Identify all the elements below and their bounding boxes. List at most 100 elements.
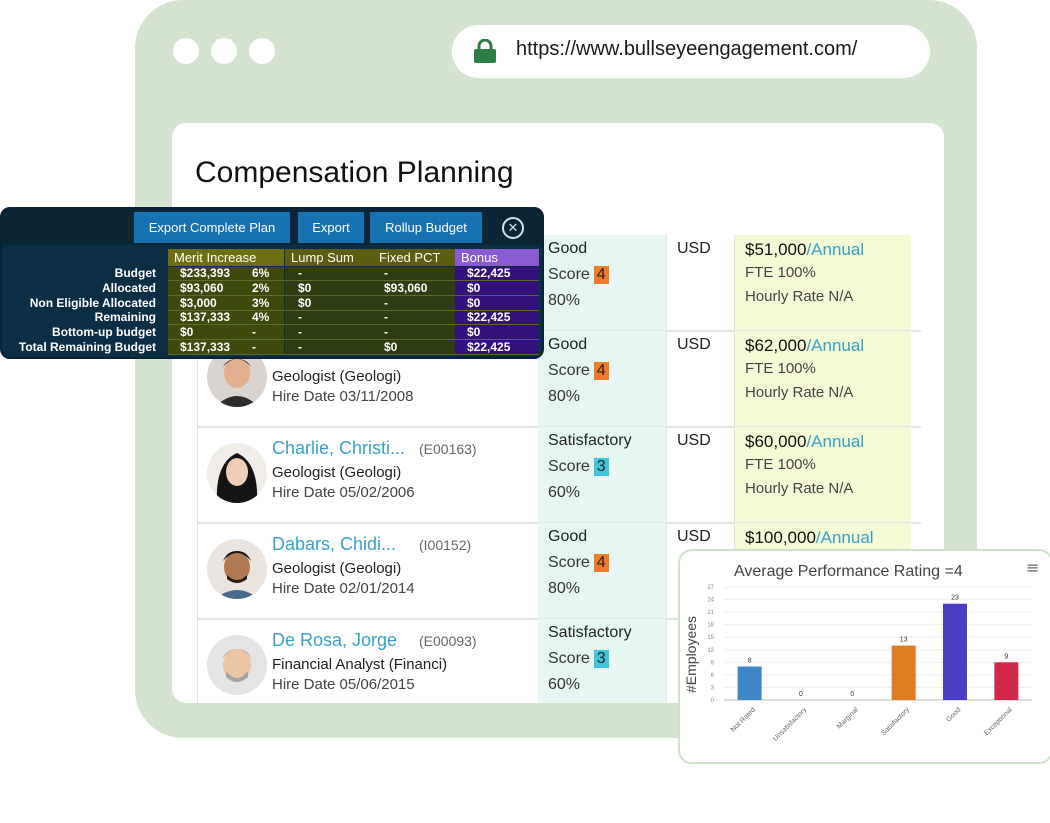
employee-name-link[interactable]: Dabars, Chidi... — [272, 534, 397, 554]
employee-cell: De Rosa, Jorge (E00093) Financial Analys… — [197, 619, 538, 703]
score-label: Score 4 — [548, 266, 609, 284]
score-label: Score 3 — [548, 650, 609, 668]
currency-label: USD — [677, 336, 711, 353]
bonus-value: $22,425 — [467, 310, 511, 325]
employee-name-link[interactable]: De Rosa, Jorge — [272, 630, 398, 650]
lump-sum-value: $0 — [298, 295, 312, 310]
lump-sum-value: - — [298, 325, 302, 340]
avatar[interactable] — [207, 539, 267, 599]
y-tick-label: 21 — [707, 610, 714, 616]
table-row[interactable]: Charlie, Christi... (E00163) Geologist (… — [197, 427, 921, 524]
x-tick-label: Unsatisfactory — [772, 706, 809, 743]
export-complete-plan-button[interactable]: Export Complete Plan — [134, 212, 290, 243]
budget-row-label: Budget — [114, 266, 156, 280]
performance-chart-card: Average Performance Rating =4 ≡ #Employees… — [678, 549, 1050, 764]
fixed-pct-value: - — [384, 325, 388, 340]
bonus-value: $0 — [467, 325, 481, 340]
y-tick-label: 24 — [707, 598, 714, 604]
rating-label: Good — [548, 240, 588, 257]
score-badge: 4 — [593, 362, 609, 380]
fixed-pct-value: $93,060 — [384, 280, 428, 295]
merit-value: $137,333 — [180, 310, 231, 325]
rollup-budget-button[interactable]: Rollup Budget — [370, 212, 482, 243]
salary-value: $51,000/Annual — [745, 240, 865, 259]
score-badge: 3 — [593, 458, 609, 476]
budget-row-label: Total Remaining Budget — [18, 340, 156, 354]
x-tick-label: Exceptional — [983, 706, 1014, 737]
salary-value: $100,000/Annual — [745, 528, 874, 547]
merit-value: $3,000 — [180, 295, 217, 310]
employee-id: (E00163) — [419, 441, 477, 457]
avatar[interactable] — [207, 443, 267, 503]
bar-value-label: 23 — [951, 595, 959, 602]
employee-cell: Geologist (Geologi) Hire Date 03/11/2008 — [197, 331, 538, 426]
column-header-lump-sum: Lump Sum — [285, 249, 373, 266]
row-divider — [168, 339, 539, 341]
page-content: Compensation Planning Good Score 4 80% US… — [172, 123, 944, 703]
fixed-pct-value: - — [384, 310, 388, 325]
rating-cell: Good Score 4 80% — [538, 235, 666, 330]
employee-id: (I00152) — [419, 537, 472, 553]
employee-name-link[interactable]: Charlie, Christi... — [272, 438, 406, 458]
y-axis-label: #Employees — [683, 616, 699, 693]
close-icon[interactable]: ✕ — [502, 217, 524, 239]
currency-label: USD — [677, 240, 711, 257]
score-percent: 80% — [548, 388, 581, 405]
merit-percent: 3% — [252, 295, 270, 310]
score-label: Score 4 — [548, 554, 609, 572]
lump-sum-value: - — [298, 310, 302, 325]
merit-percent: - — [252, 325, 256, 340]
lock-icon — [474, 39, 496, 63]
bonus-value: $0 — [467, 280, 481, 295]
currency-cell: USD — [666, 235, 735, 330]
y-tick-label: 27 — [707, 585, 714, 591]
score-percent: 80% — [548, 580, 581, 597]
bonus-value: $22,425 — [467, 340, 511, 354]
bar — [943, 603, 967, 700]
lump-column-bg — [285, 267, 373, 355]
currency-label: USD — [677, 432, 711, 449]
bar-value-label: 9 — [1004, 653, 1008, 660]
hourly-rate-label: Hourly Rate N/A — [745, 288, 854, 305]
hourly-rate-label: Hourly Rate N/A — [745, 384, 854, 401]
score-percent: 80% — [548, 292, 581, 309]
bonus-value: $22,425 — [467, 266, 511, 280]
table-row[interactable]: Good Score 4 80% USD $51,000/Annual FTE 1… — [197, 235, 921, 332]
currency-label: USD — [677, 528, 711, 545]
lump-sum-value: - — [298, 266, 302, 280]
avatar[interactable] — [207, 635, 267, 695]
rating-cell: Good Score 4 80% — [538, 523, 666, 618]
fixed-pct-value: $0 — [384, 340, 398, 354]
merit-value: $233,393 — [180, 266, 231, 280]
fixed-column-bg — [373, 267, 455, 355]
row-divider — [168, 309, 539, 311]
employee-hire-date: Hire Date 05/06/2015 — [272, 676, 415, 693]
score-label: Score 3 — [548, 458, 609, 476]
export-button[interactable]: Export — [298, 212, 364, 243]
salary-cell: $51,000/Annual FTE 100% Hourly Rate N/A — [734, 235, 911, 330]
address-bar[interactable]: https://www.bullseyeengagement.com/ — [452, 25, 930, 78]
x-tick-label: Good — [945, 706, 962, 723]
bonus-column-bg — [455, 267, 539, 355]
budget-toolbar: Export Complete Plan Export Rollup Budge… — [2, 209, 542, 245]
rating-cell: Satisfactory Score 3 60% — [538, 427, 666, 522]
currency-cell: USD — [666, 331, 735, 426]
employee-cell: Dabars, Chidi... (I00152) Geologist (Geo… — [197, 523, 538, 618]
fte-label: FTE 100% — [745, 264, 816, 281]
hamburger-menu-icon[interactable]: ≡ — [1026, 558, 1039, 577]
budget-row-label: Non Eligible Allocated — [29, 295, 156, 310]
y-tick-label: 18 — [707, 623, 714, 629]
currency-cell: USD — [666, 427, 735, 522]
merit-percent: 4% — [252, 310, 270, 325]
rating-label: Good — [548, 528, 588, 545]
row-divider — [168, 294, 539, 296]
table-row[interactable]: Geologist (Geologi) Hire Date 03/11/2008… — [197, 331, 921, 428]
url-text[interactable]: https://www.bullseyeengagement.com/ — [516, 38, 858, 60]
score-badge: 4 — [593, 554, 609, 572]
y-tick-label: 12 — [707, 648, 714, 654]
merit-percent: 2% — [252, 280, 270, 295]
rating-label: Satisfactory — [548, 432, 632, 449]
merit-value: $0 — [180, 325, 194, 340]
rating-cell: Satisfactory Score 3 60% — [538, 619, 666, 703]
employee-job: Geologist (Geologi) — [272, 464, 402, 481]
